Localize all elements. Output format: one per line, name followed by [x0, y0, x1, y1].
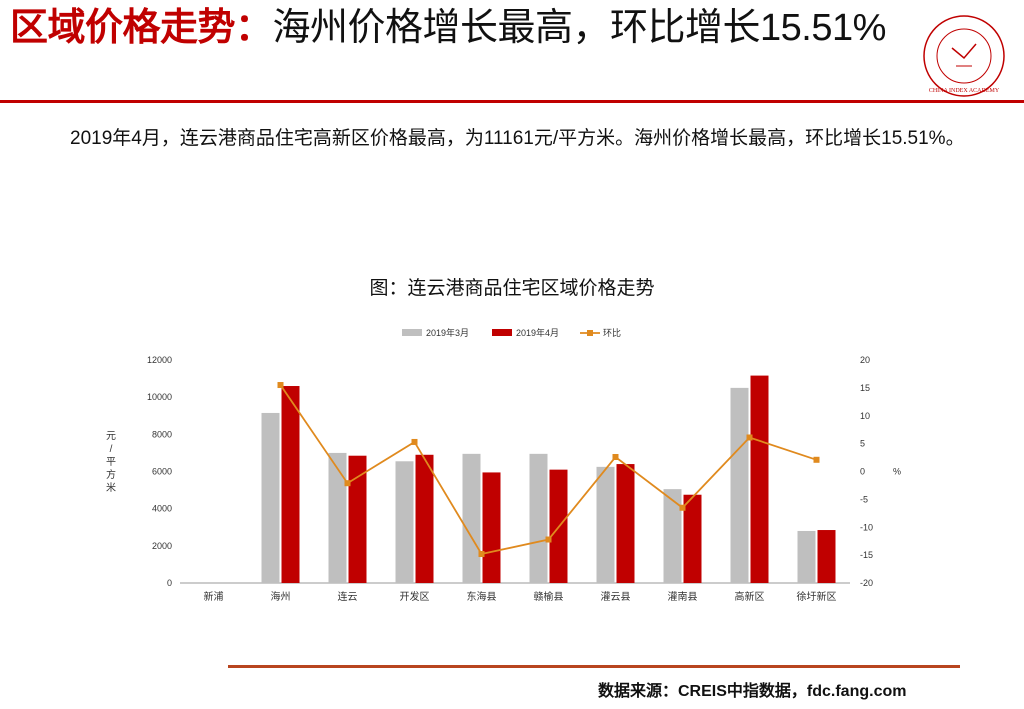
legend-label-april: 2019年4月 [516, 327, 559, 338]
legend-swatch-april [492, 329, 512, 336]
y2-tick-label: -20 [860, 578, 873, 588]
y-tick-label: 8000 [152, 429, 172, 439]
summary-paragraph: 2019年4月，连云港商品住宅高新区价格最高，为11161元/平方米。海州价格增… [70, 128, 965, 149]
footer-divider [228, 665, 960, 668]
x-tick-label: 灌云县 [601, 591, 631, 603]
bar-march [663, 489, 682, 583]
x-tick-label: 灌南县 [668, 590, 698, 603]
y2-tick-label: 15 [860, 383, 870, 393]
x-tick-label: 新浦 [204, 590, 224, 603]
china-index-academy-logo: CHINA INDEX ACADEMY [923, 15, 1005, 97]
y2-tick-label: -5 [860, 494, 868, 504]
mom-point [679, 504, 686, 511]
y-tick-label: 2000 [152, 541, 172, 551]
mom-point [746, 434, 753, 441]
x-tick-label: 连云 [338, 590, 358, 603]
y2-tick-label: 20 [860, 355, 870, 365]
mom-point [344, 480, 351, 487]
mom-point [411, 438, 418, 445]
bar-april [817, 530, 836, 583]
legend-marker-mom [587, 330, 593, 336]
bar-april [482, 472, 501, 583]
bar-april [683, 494, 702, 583]
page-title: 区域价格走势：海州价格增长最高，环比增长15.51% [10, 6, 910, 50]
y-tick-label: 12000 [147, 355, 172, 365]
x-tick-label: 徐圩新区 [797, 590, 837, 603]
bar-april [348, 455, 367, 583]
y2-axis-label: % [893, 467, 901, 477]
bar-march [395, 461, 414, 583]
svg-text:CHINA INDEX ACADEMY: CHINA INDEX ACADEMY [929, 88, 1000, 94]
bar-april [281, 386, 300, 583]
y-tick-label: 10000 [147, 392, 172, 402]
y-axis-label-char: 米 [106, 481, 116, 494]
legend-swatch-march [402, 329, 422, 336]
region-price-chart: 0 2000 4000 6000 8000 10000 12000 -20 -15 -10 -5 0 5… [106, 327, 901, 603]
bar-march [797, 530, 816, 583]
bar-march [328, 452, 347, 583]
y2-tick-label: -10 [860, 522, 873, 532]
legend-label-march: 2019年3月 [426, 327, 469, 338]
bar-april [616, 464, 635, 583]
y2-tick-label: 10 [860, 411, 870, 421]
y-tick-label: 4000 [152, 504, 172, 514]
y-axis-label-char: / [110, 444, 113, 455]
data-source: 数据来源：CREIS中指数据，fdc.fang.com [598, 683, 907, 700]
bar-april [750, 375, 769, 583]
bar-march [529, 453, 548, 583]
y-axis-label-char: 方 [106, 468, 116, 481]
x-tick-label: 开发区 [400, 590, 430, 603]
x-tick-label: 高新区 [735, 590, 765, 603]
x-tick-label: 东海县 [467, 590, 497, 603]
y2-tick-label: -15 [860, 550, 873, 560]
title-divider [0, 100, 1024, 103]
mom-point [277, 382, 284, 389]
bar-march [730, 387, 749, 583]
bar-march [596, 466, 615, 583]
title-rest: 海州价格增长最高，环比增长15.51% [272, 7, 887, 49]
title-accent: 区域价格走势： [10, 7, 273, 49]
bar-march [462, 453, 481, 583]
y2-tick-label: 0 [860, 467, 865, 477]
chart-caption: 图：连云港商品住宅区域价格走势 [369, 278, 655, 299]
mom-point [813, 456, 820, 463]
mom-point [612, 454, 619, 461]
y-tick-label: 0 [167, 578, 172, 588]
mom-point [478, 551, 485, 558]
y2-tick-label: 5 [860, 439, 865, 449]
bar-march [261, 412, 280, 583]
mom-point [545, 536, 552, 543]
y-axis-label-char: 平 [106, 457, 116, 468]
legend-label-mom: 环比 [603, 327, 621, 338]
bar-april [415, 454, 434, 583]
x-tick-label: 海州 [271, 590, 291, 603]
x-tick-label: 赣榆县 [534, 590, 564, 603]
y-axis-label-char: 元 [106, 431, 116, 442]
y-tick-label: 6000 [152, 467, 172, 477]
